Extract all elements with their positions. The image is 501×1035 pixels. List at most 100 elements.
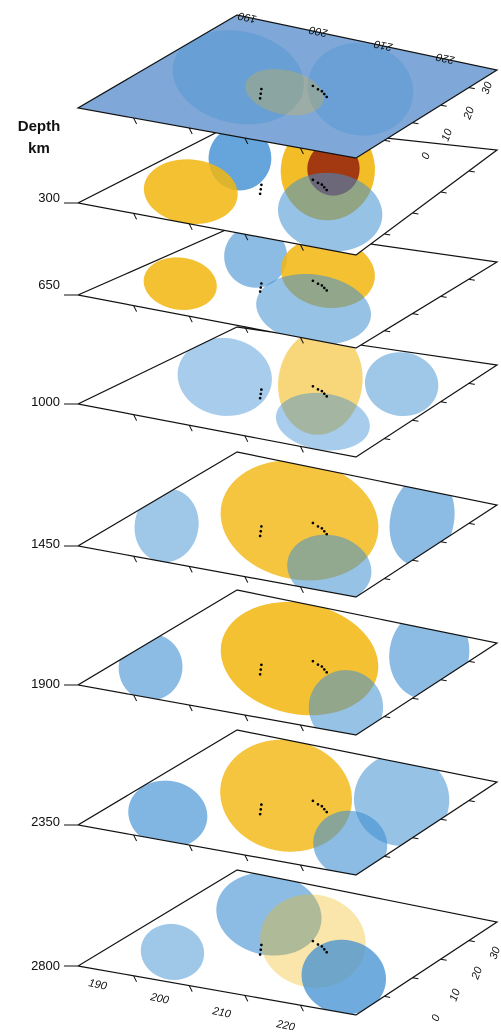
island-marker xyxy=(322,286,326,290)
island-marker xyxy=(316,181,320,185)
depth-label-1900: 1900 xyxy=(31,676,60,691)
island-marker xyxy=(322,807,326,811)
axis-tick xyxy=(188,315,193,323)
axis-tick xyxy=(440,541,447,544)
axis-tick xyxy=(440,104,447,107)
top-axis-label: 200 xyxy=(307,23,329,39)
island-marker xyxy=(325,532,329,536)
slice-1900 xyxy=(64,589,499,736)
anomaly-region xyxy=(278,329,363,435)
island-marker xyxy=(320,389,324,393)
island-marker xyxy=(259,392,263,396)
island-marker xyxy=(311,521,315,525)
axis-tick xyxy=(468,660,475,663)
island-marker xyxy=(258,290,262,293)
bottom-axis-label: 190 xyxy=(87,977,108,993)
slice-2350 xyxy=(64,729,499,876)
island-marker xyxy=(322,529,326,533)
island-marker xyxy=(311,939,315,943)
anomaly-region xyxy=(353,753,450,846)
axis-tick xyxy=(133,975,138,983)
anomaly-region xyxy=(216,872,322,956)
axis-tick xyxy=(440,818,447,821)
axis-tick xyxy=(468,522,475,525)
anomaly-region xyxy=(128,780,208,848)
island-marker xyxy=(322,92,326,96)
island-marker xyxy=(322,392,326,396)
island-marker xyxy=(258,396,262,400)
axis-tick xyxy=(384,855,391,858)
island-marker xyxy=(259,948,263,951)
axis-tick xyxy=(384,578,391,581)
axis-tick xyxy=(468,800,475,803)
top-side-label: 0 xyxy=(420,150,434,161)
island-marker xyxy=(325,395,329,398)
anomaly-region xyxy=(140,923,205,980)
axis-tick xyxy=(412,697,419,700)
top-side-label: 10 xyxy=(440,127,456,143)
axis-tick xyxy=(299,724,304,732)
axis-tick xyxy=(384,233,391,236)
axis-tick xyxy=(299,586,304,594)
island-marker xyxy=(260,183,263,187)
axis-tick xyxy=(244,714,249,722)
axis-tick xyxy=(244,435,249,443)
island-marker xyxy=(316,87,320,91)
slice-2800 xyxy=(64,869,499,1016)
island-marker xyxy=(259,92,263,95)
axis-tick xyxy=(468,170,475,173)
axis-tick xyxy=(468,382,475,385)
bottom-side-label: 30 xyxy=(488,945,501,961)
island-marker xyxy=(259,187,263,191)
island-marker xyxy=(320,665,324,668)
depth-label-1450: 1450 xyxy=(31,536,60,551)
island-marker xyxy=(322,668,326,671)
island-marker xyxy=(316,802,320,806)
anomaly-region xyxy=(224,225,288,288)
island-marker xyxy=(259,808,263,811)
anomaly-region xyxy=(301,939,387,1015)
island-marker xyxy=(320,804,324,808)
island-marker xyxy=(325,810,329,814)
bottom-axis-label: 220 xyxy=(274,1018,296,1030)
island-marker xyxy=(325,95,329,99)
axis-tick xyxy=(412,977,419,980)
anomaly-region xyxy=(287,534,372,597)
axis-tick xyxy=(412,419,419,422)
anomaly-region xyxy=(364,352,439,417)
bottom-side-label: 0 xyxy=(430,1012,444,1023)
axis-tick xyxy=(440,295,447,298)
slice-outline xyxy=(76,326,499,458)
anomaly-region xyxy=(308,670,384,735)
island-marker xyxy=(316,663,320,666)
anomaly-region xyxy=(313,810,388,875)
island-marker xyxy=(320,527,324,530)
depth-axis-title: Depth km xyxy=(6,116,72,160)
anomaly-region xyxy=(256,274,372,345)
axis-tick xyxy=(440,401,447,404)
bottom-axis-label: 200 xyxy=(148,991,170,1007)
island-marker xyxy=(325,671,329,674)
axis-tick xyxy=(133,555,138,563)
axis-tick xyxy=(133,414,138,421)
axis-tick xyxy=(188,424,193,432)
anomaly-region xyxy=(220,739,353,852)
top-side-label: 30 xyxy=(480,80,496,96)
island-marker xyxy=(258,812,262,816)
island-marker xyxy=(322,186,326,189)
anomaly-region xyxy=(172,30,304,125)
axis-tick xyxy=(188,566,193,573)
axis-tick xyxy=(384,995,391,998)
bottom-side-label: 10 xyxy=(448,987,464,1003)
axis-tick xyxy=(299,147,304,155)
anomaly-region xyxy=(177,337,272,416)
anomaly-region xyxy=(134,488,199,563)
axis-tick xyxy=(384,330,391,333)
axis-tick xyxy=(468,940,475,943)
axis-tick xyxy=(133,834,138,842)
bottom-axis-label: 210 xyxy=(210,1005,232,1021)
slice-outline xyxy=(76,869,499,1016)
axis-tick xyxy=(412,313,419,316)
island-marker xyxy=(260,943,263,947)
slice-outline xyxy=(76,589,499,736)
